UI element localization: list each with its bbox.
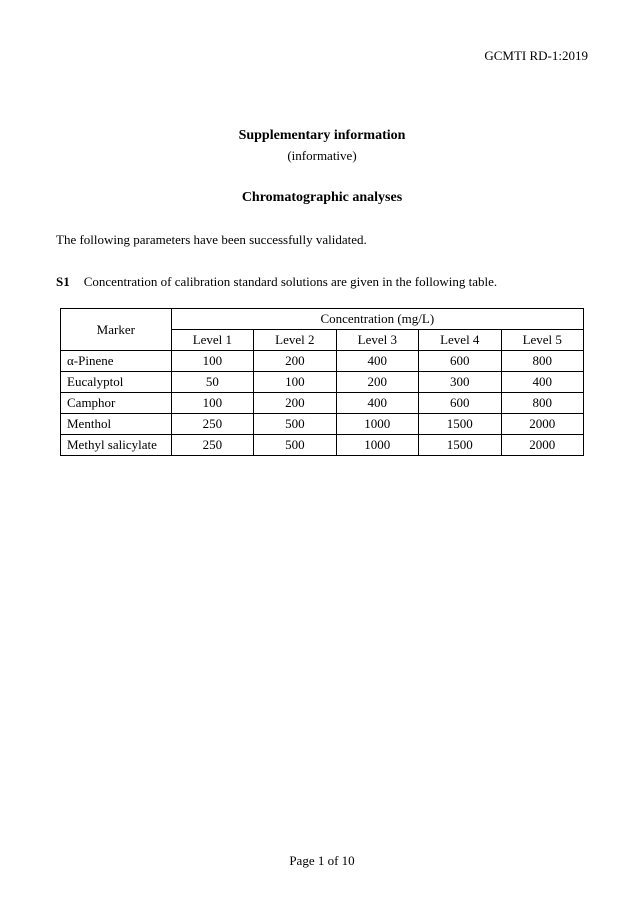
table-header-marker: Marker: [61, 309, 172, 351]
table-cell-value: 1500: [419, 414, 501, 435]
table-cell-value: 2000: [501, 435, 584, 456]
table-cell-marker: Methyl salicylate: [61, 435, 172, 456]
table-header-level: Level 4: [419, 330, 501, 351]
table-cell-marker: Menthol: [61, 414, 172, 435]
table-cell-value: 400: [336, 393, 418, 414]
table-cell-value: 1500: [419, 435, 501, 456]
table-cell-value: 500: [254, 414, 336, 435]
table-cell-value: 50: [171, 372, 253, 393]
table-cell-value: 200: [254, 351, 336, 372]
s1-text: Concentration of calibration standard so…: [84, 274, 497, 289]
table-row: Camphor 100 200 400 600 800: [61, 393, 584, 414]
page-footer: Page 1 of 10: [0, 853, 644, 869]
table-cell-value: 100: [171, 351, 253, 372]
table-header-concentration: Concentration (mg/L): [171, 309, 583, 330]
table-cell-value: 400: [336, 351, 418, 372]
title-section: Chromatographic analyses: [56, 190, 588, 206]
table-wrapper: Marker Concentration (mg/L) Level 1 Leve…: [56, 308, 588, 456]
table-cell-value: 250: [171, 435, 253, 456]
intro-text: The following parameters have been succe…: [56, 232, 588, 248]
table-cell-value: 600: [419, 351, 501, 372]
s1-caption: S1 Concentration of calibration standard …: [56, 274, 588, 290]
title-main: Supplementary information: [56, 128, 588, 144]
table-row: Methyl salicylate 250 500 1000 1500 2000: [61, 435, 584, 456]
table-header-level: Level 5: [501, 330, 584, 351]
table-cell-value: 2000: [501, 414, 584, 435]
s1-label: S1: [56, 274, 70, 290]
table-cell-value: 400: [501, 372, 584, 393]
table-cell-value: 500: [254, 435, 336, 456]
table-header-level: Level 1: [171, 330, 253, 351]
table-cell-value: 800: [501, 393, 584, 414]
table-cell-value: 200: [254, 393, 336, 414]
table-cell-marker: α-Pinene: [61, 351, 172, 372]
table-row: α-Pinene 100 200 400 600 800: [61, 351, 584, 372]
table-header-level: Level 3: [336, 330, 418, 351]
table-cell-value: 200: [336, 372, 418, 393]
table-cell-marker: Camphor: [61, 393, 172, 414]
table-header-level: Level 2: [254, 330, 336, 351]
title-sub: (informative): [56, 148, 588, 164]
table-cell-marker: Eucalyptol: [61, 372, 172, 393]
table-cell-value: 250: [171, 414, 253, 435]
table-cell-value: 100: [254, 372, 336, 393]
table-cell-value: 800: [501, 351, 584, 372]
document-code: GCMTI RD-1:2019: [56, 48, 588, 64]
table-cell-value: 1000: [336, 414, 418, 435]
table-cell-value: 600: [419, 393, 501, 414]
table-cell-value: 100: [171, 393, 253, 414]
concentration-table: Marker Concentration (mg/L) Level 1 Leve…: [60, 308, 584, 456]
table-cell-value: 300: [419, 372, 501, 393]
table-row: Eucalyptol 50 100 200 300 400: [61, 372, 584, 393]
table-cell-value: 1000: [336, 435, 418, 456]
table-row: Menthol 250 500 1000 1500 2000: [61, 414, 584, 435]
